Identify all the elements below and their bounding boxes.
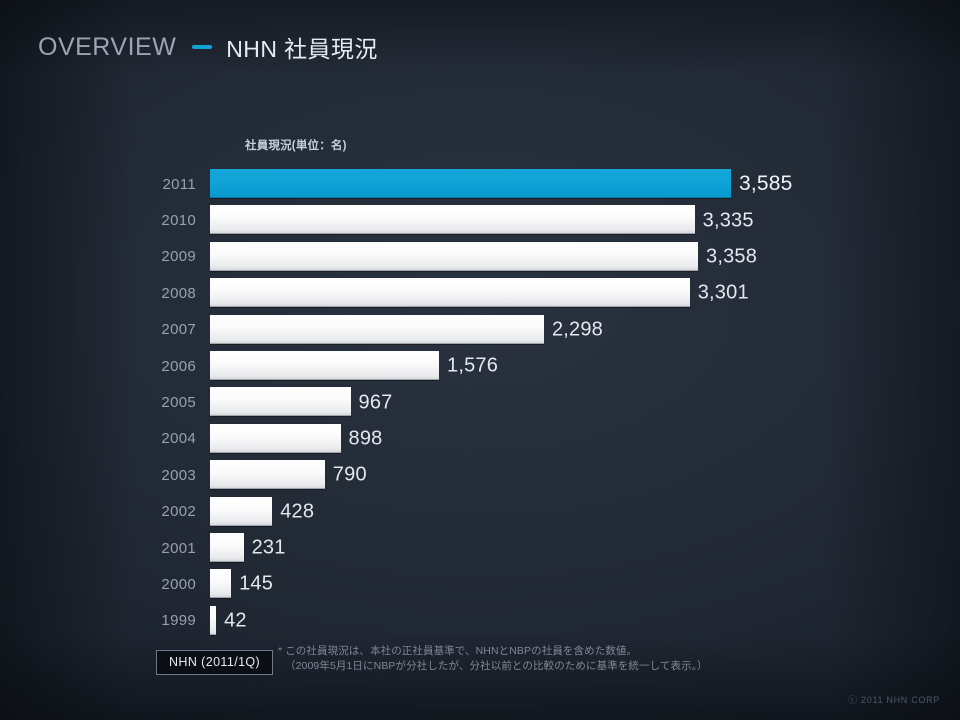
row-year-label: 2011	[162, 175, 196, 193]
copyright-text: ⓒ 2011 NHN CORP	[848, 695, 940, 705]
chart-row: 2004 898	[0, 421, 960, 457]
row-year-label: 2003	[161, 466, 196, 484]
bar[interactable]	[210, 569, 232, 599]
bar-track	[210, 569, 232, 599]
bar[interactable]	[210, 314, 544, 344]
row-year-label: 2009	[161, 248, 196, 266]
bar-track	[210, 350, 440, 380]
row-year-label: 2004	[161, 430, 196, 448]
chart-row: 2006 1,576	[0, 348, 960, 384]
chart-row: 2000 145	[0, 566, 960, 602]
footnote-block: * この社員現況は、本社の正社員基準で、NHNとNBPの社員を含めた数値。 （2…	[278, 644, 708, 673]
header-overview-label: OVERVIEW	[38, 32, 177, 61]
bar[interactable]	[210, 278, 690, 308]
footnote-line-1: * この社員現況は、本社の正社員基準で、NHNとNBPの社員を含めた数値。	[278, 645, 638, 657]
bar-track	[210, 605, 217, 635]
bar[interactable]	[210, 241, 698, 271]
bar-track	[210, 169, 731, 198]
bar-track	[210, 205, 695, 235]
chart-row: 1999 42	[0, 603, 960, 639]
row-year-label: 2000	[161, 575, 196, 593]
bar-value-label: 967	[358, 391, 393, 414]
dash-accent-icon	[192, 45, 213, 49]
bar-value-label: 2,298	[551, 318, 604, 341]
bar-track	[210, 387, 351, 417]
chart-row: 2008 3,301	[0, 275, 960, 311]
row-year-label: 1999	[161, 612, 196, 630]
bar-track	[210, 532, 244, 562]
footnote-line-2: （2009年5月1日にNBPが分社したが、分社以前との比較のために基準を統一して…	[285, 659, 708, 672]
chart-row: 2007 2,298	[0, 312, 960, 348]
bar-track	[210, 496, 273, 526]
bar[interactable]	[210, 387, 351, 417]
chart-row: 2001 231	[0, 530, 960, 566]
bar-value-label: 3,335	[702, 209, 754, 232]
row-year-label: 2008	[161, 284, 196, 302]
chart-row: 2010 3,335	[0, 202, 960, 238]
bar-highlight[interactable]	[210, 169, 731, 198]
bar-value-label: 145	[239, 572, 274, 595]
bar-track	[210, 460, 325, 490]
bar-track	[210, 423, 341, 453]
row-year-label: 2010	[161, 212, 196, 230]
chart-row: 2002 428	[0, 494, 960, 530]
bar-value-label: 3,358	[706, 245, 758, 268]
bar-value-label: 898	[348, 427, 383, 450]
bar[interactable]	[210, 460, 325, 490]
bar[interactable]	[210, 532, 244, 562]
bar-value-label: 231	[251, 536, 286, 559]
row-year-label: 2007	[161, 321, 196, 339]
page-title: NHN 社員現況	[226, 36, 378, 62]
row-year-label: 2006	[161, 357, 196, 375]
row-year-label: 2005	[161, 394, 196, 412]
bar[interactable]	[210, 605, 217, 635]
bar-track	[210, 278, 690, 308]
bar-track	[210, 241, 698, 271]
bar-value-label: 428	[280, 500, 315, 523]
chart-rows: 2011 3,585 2010 3,335 2009 3,358 2008 3,301 2007…	[0, 166, 960, 639]
bar[interactable]	[210, 423, 341, 453]
bar[interactable]	[210, 496, 273, 526]
chart-caption: 社員現況(単位：名)	[245, 140, 347, 152]
bar-value-label: 1,576	[447, 354, 499, 377]
source-badge: NHN (2011/1Q)	[156, 650, 274, 675]
row-year-label: 2002	[161, 503, 196, 521]
bar-value-label: 3,301	[697, 281, 749, 304]
chart-row: 2011 3,585	[0, 166, 960, 202]
row-year-label: 2001	[161, 539, 196, 557]
bar-value-label: 3,585	[739, 172, 793, 196]
bar-track	[210, 314, 544, 344]
bar-value-label: 790	[332, 463, 367, 486]
bar[interactable]	[210, 205, 695, 235]
chart-row: 2009 3,358	[0, 239, 960, 275]
page-header: OVERVIEW NHN 社員現況	[38, 30, 378, 64]
bar-value-label: 42	[224, 609, 247, 632]
chart-row: 2003 790	[0, 457, 960, 493]
bar[interactable]	[210, 350, 440, 380]
chart-row: 2005 967	[0, 384, 960, 420]
